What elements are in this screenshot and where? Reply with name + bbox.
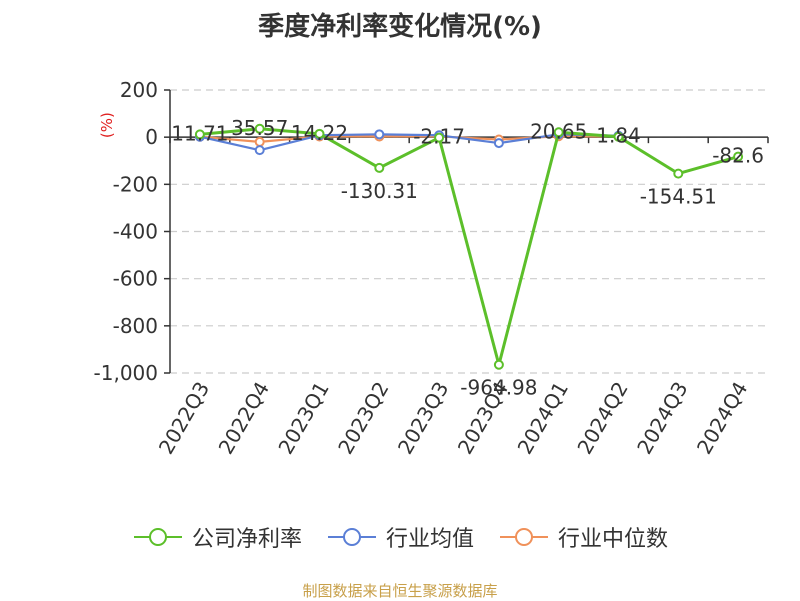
data-label: 14.22 — [291, 121, 348, 145]
legend-item[interactable]: 公司净利率 — [132, 521, 302, 553]
x-tick-label: 2024Q4 — [692, 378, 752, 459]
data-point — [374, 162, 385, 173]
y-tick-label: -1,000 — [94, 361, 158, 385]
x-tick-label: 2024Q2 — [572, 378, 632, 459]
x-tick-label: 2022Q3 — [154, 378, 214, 459]
legend: 公司净利率 行业均值 行业中位数 — [0, 520, 800, 554]
data-point — [254, 123, 265, 134]
x-tick-label: 2023Q1 — [273, 378, 333, 459]
series-line — [199, 133, 619, 152]
y-axis-label: (%) — [98, 112, 116, 138]
data-point — [254, 145, 265, 156]
y-tick-label: -400 — [113, 220, 158, 244]
x-tick-label: 2024Q3 — [632, 378, 692, 459]
legend-line-marker-icon — [327, 528, 376, 546]
data-point — [493, 359, 504, 370]
legend-item[interactable]: 行业中位数 — [498, 521, 668, 553]
data-label: -82.6 — [712, 144, 764, 168]
x-tick-label: 2022Q4 — [214, 378, 274, 459]
data-point — [613, 131, 624, 142]
data-point — [314, 128, 325, 139]
data-point — [374, 129, 385, 140]
series-line — [199, 127, 739, 367]
source-note: 制图数据来自恒生聚源数据库 — [302, 582, 498, 600]
legend-label: 行业均值 — [385, 527, 474, 552]
data-label: -130.31 — [341, 179, 418, 203]
data-label: 1.84 — [596, 124, 641, 148]
data-point — [493, 138, 504, 149]
y-tick-label: 0 — [145, 125, 158, 149]
data-point — [553, 127, 564, 138]
y-tick-label: -800 — [113, 314, 158, 338]
data-label: -2.17 — [413, 125, 465, 149]
data-point — [733, 151, 744, 162]
data-label: 11.71 — [171, 121, 228, 145]
data-label: -964.98 — [460, 376, 537, 400]
y-tick-label: -600 — [113, 267, 158, 291]
chart-title: 季度净利率变化情况(%) — [258, 12, 542, 42]
data-point — [434, 132, 445, 143]
y-tick-label: 200 — [120, 78, 158, 102]
data-label: 20.65 — [530, 119, 587, 143]
x-tick-label: 2023Q3 — [393, 378, 453, 459]
y-tick-label: -200 — [113, 172, 158, 196]
legend-label: 行业中位数 — [558, 527, 669, 552]
data-point — [673, 168, 684, 179]
data-label: 35.57 — [231, 116, 288, 140]
x-tick-label: 2023Q2 — [333, 378, 393, 459]
legend-line-marker-icon — [133, 528, 182, 546]
legend-label: 公司净利率 — [191, 527, 302, 552]
data-point — [194, 129, 205, 140]
series-lines — [194, 123, 744, 370]
legend-item[interactable]: 行业均值 — [326, 521, 474, 553]
legend-line-marker-icon — [500, 528, 548, 546]
data-labels: 11.71 35.57 14.22 -130.31 -2.17 -964.98 20.65 1… — [171, 116, 764, 400]
data-label: -154.51 — [640, 185, 717, 209]
